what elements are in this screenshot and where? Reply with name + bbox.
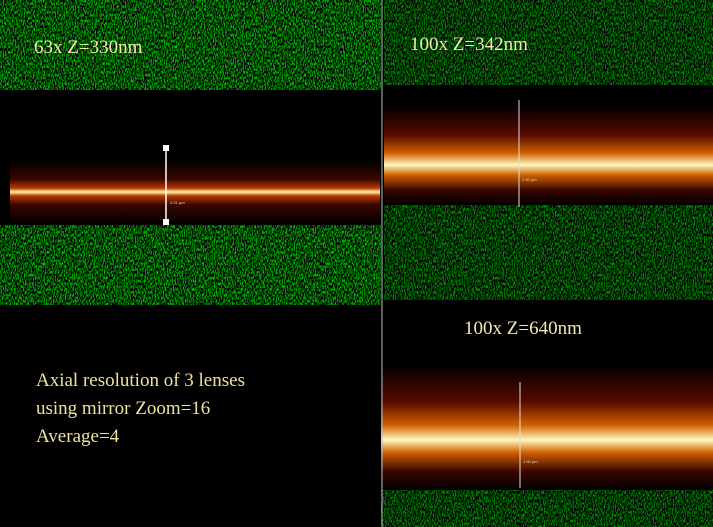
noise — [384, 205, 713, 300]
caption-line: Average=4 — [36, 426, 120, 447]
scale-label: 1.90 µm — [523, 459, 538, 464]
scale-label: 1.90 µm — [522, 177, 537, 182]
scale-end — [163, 219, 169, 225]
noise — [0, 225, 381, 305]
reflection-band — [381, 365, 713, 490]
panel-label: 100x Z=640nm — [464, 318, 582, 339]
noise — [381, 485, 713, 527]
caption-line: Axial resolution of 3 lenses — [36, 370, 245, 391]
scale-end — [163, 145, 169, 151]
panel-label: 63x Z=330nm — [34, 37, 143, 58]
figure: 2.01 µm 63x Z=330nm 1.90 µm 100x Z=342nm… — [0, 0, 713, 527]
panel-label: 100x Z=342nm — [410, 34, 528, 55]
scale-label: 2.01 µm — [170, 200, 185, 205]
reflection-band — [384, 105, 713, 205]
caption-line: using mirror Zoom=16 — [36, 398, 210, 419]
reflection-band — [10, 160, 380, 224]
